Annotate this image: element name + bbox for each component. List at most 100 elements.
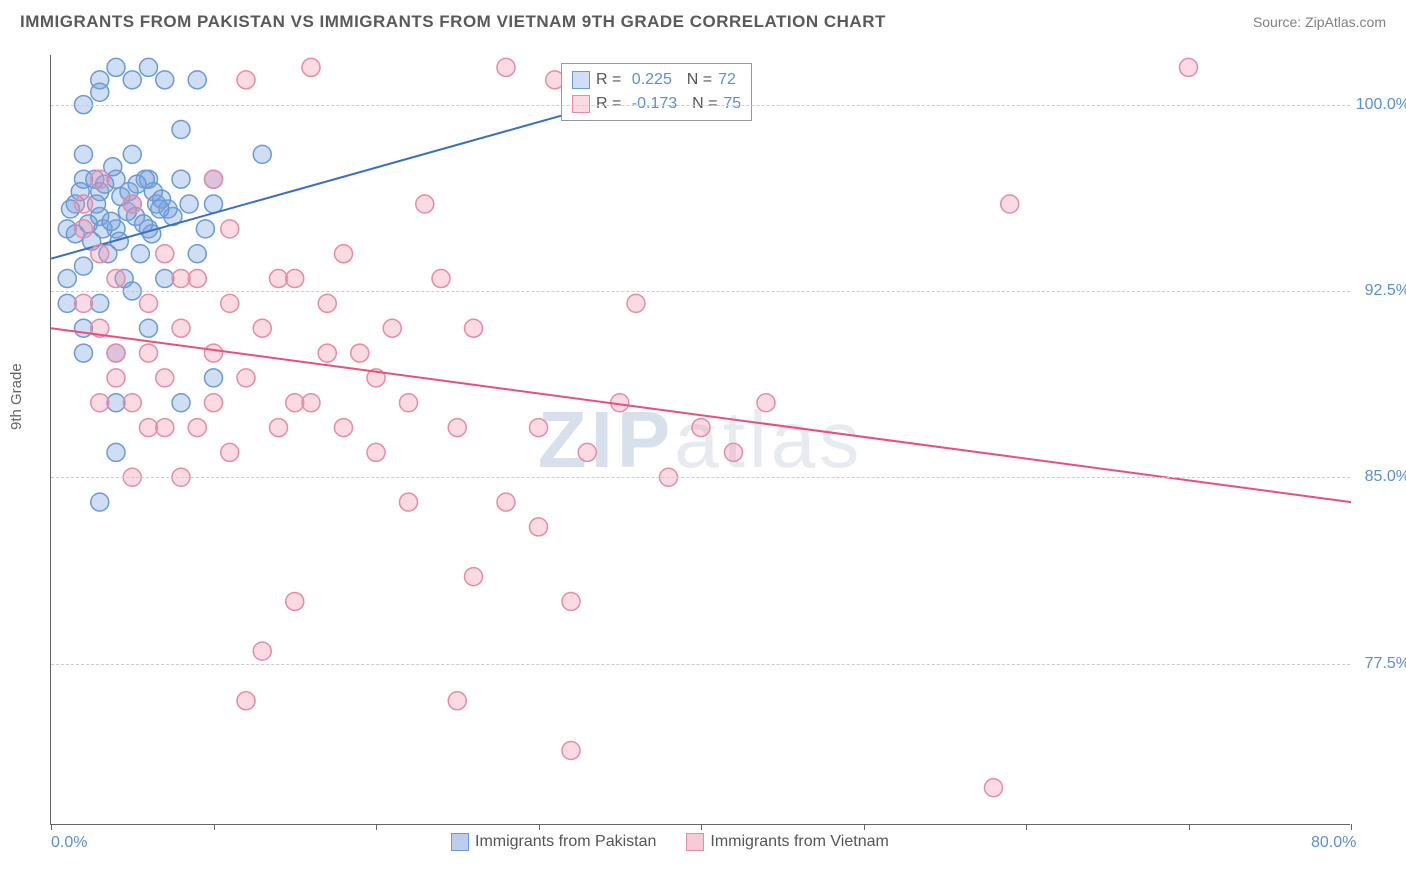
chart-plot-area: ZIPatlas R = 0.225 N = 72 R = -0.173 N =… (50, 55, 1350, 825)
y-tick-label: 77.5% (1365, 655, 1406, 673)
data-point (140, 319, 158, 337)
gridline (51, 291, 1350, 292)
data-point (131, 245, 149, 263)
data-point (286, 592, 304, 610)
data-point (253, 642, 271, 660)
data-point (448, 419, 466, 437)
data-point (448, 692, 466, 710)
x-tick (1189, 824, 1190, 830)
gridline (51, 664, 1350, 665)
x-tick (214, 824, 215, 830)
data-point (91, 245, 109, 263)
data-point (497, 493, 515, 511)
y-axis-label: 9th Grade (8, 363, 25, 430)
data-point (497, 58, 515, 76)
data-point (172, 270, 190, 288)
data-point (75, 294, 93, 312)
data-point (144, 183, 162, 201)
data-point (578, 443, 596, 461)
data-point (123, 195, 141, 213)
data-point (91, 294, 109, 312)
data-point (985, 779, 1003, 797)
x-tick-label: 0.0% (51, 834, 87, 852)
x-tick (701, 824, 702, 830)
data-point (205, 369, 223, 387)
data-point (205, 344, 223, 362)
scatter-svg (51, 55, 1350, 824)
data-point (140, 419, 158, 437)
data-point (58, 270, 76, 288)
series-legend-label: Immigrants from Vietnam (710, 830, 888, 854)
data-point (156, 369, 174, 387)
data-point (140, 58, 158, 76)
data-point (172, 394, 190, 412)
data-point (188, 245, 206, 263)
data-point (757, 394, 775, 412)
data-point (205, 394, 223, 412)
data-point (351, 344, 369, 362)
data-point (75, 319, 93, 337)
x-tick-label: 80.0% (1311, 834, 1356, 852)
data-point (75, 220, 93, 238)
data-point (400, 394, 418, 412)
data-point (172, 170, 190, 188)
data-point (318, 344, 336, 362)
x-tick (1351, 824, 1352, 830)
data-point (172, 121, 190, 139)
data-point (91, 83, 109, 101)
data-point (75, 145, 93, 163)
data-point (253, 319, 271, 337)
data-point (367, 443, 385, 461)
data-point (530, 518, 548, 536)
data-point (75, 257, 93, 275)
data-point (1180, 58, 1198, 76)
data-point (172, 319, 190, 337)
data-point (188, 419, 206, 437)
data-point (205, 195, 223, 213)
data-point (237, 369, 255, 387)
data-point (318, 294, 336, 312)
data-point (91, 493, 109, 511)
gridline (51, 105, 1350, 106)
data-point (432, 270, 450, 288)
legend-swatch (572, 71, 590, 89)
data-point (725, 443, 743, 461)
data-point (383, 319, 401, 337)
data-point (302, 58, 320, 76)
data-point (188, 71, 206, 89)
data-point (237, 692, 255, 710)
data-point (530, 419, 548, 437)
data-point (91, 170, 109, 188)
data-point (562, 741, 580, 759)
series-legend-item: Immigrants from Pakistan (451, 830, 656, 854)
stats-legend-row: R = 0.225 N = 72 (572, 68, 741, 92)
series-legend-item: Immigrants from Vietnam (686, 830, 888, 854)
x-tick (539, 824, 540, 830)
data-point (221, 294, 239, 312)
stats-legend: R = 0.225 N = 72 R = -0.173 N = 75 (561, 63, 752, 121)
data-point (465, 568, 483, 586)
data-point (627, 294, 645, 312)
x-tick (1026, 824, 1027, 830)
data-point (692, 419, 710, 437)
data-point (102, 212, 120, 230)
data-point (188, 270, 206, 288)
data-point (140, 294, 158, 312)
series-legend-label: Immigrants from Pakistan (475, 830, 656, 854)
data-point (180, 195, 198, 213)
data-point (1001, 195, 1019, 213)
legend-r-value: 0.225 (632, 68, 672, 92)
data-point (156, 245, 174, 263)
data-point (75, 344, 93, 362)
data-point (91, 394, 109, 412)
data-point (400, 493, 418, 511)
x-tick (376, 824, 377, 830)
data-point (270, 419, 288, 437)
data-point (302, 394, 320, 412)
data-point (156, 419, 174, 437)
data-point (416, 195, 434, 213)
data-point (151, 200, 169, 218)
data-point (221, 443, 239, 461)
data-point (123, 71, 141, 89)
data-point (196, 220, 214, 238)
